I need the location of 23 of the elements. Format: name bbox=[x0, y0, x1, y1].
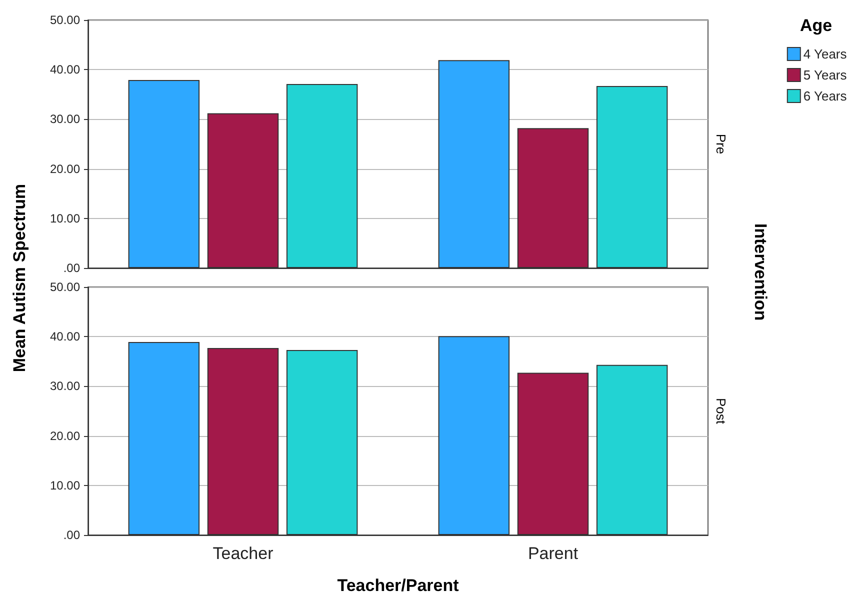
legend-label: 4 Years bbox=[803, 46, 848, 62]
text: Intervention bbox=[750, 223, 770, 321]
legend-label: 6 Years bbox=[803, 88, 848, 104]
y-tick-label: 20.00 bbox=[50, 162, 80, 176]
y-tick-label: .00 bbox=[63, 261, 80, 275]
x-tick-label: Teacher bbox=[212, 544, 274, 563]
y-tick-label: 50.00 bbox=[50, 280, 80, 294]
x-axis-title: Teacher/Parent bbox=[337, 576, 460, 595]
y-axis-title: Mean Autism Spectrum bbox=[10, 184, 30, 372]
text: Pre bbox=[714, 134, 728, 154]
y-tick-label: .00 bbox=[63, 528, 80, 542]
y-tick-label: 30.00 bbox=[50, 112, 80, 126]
text: Post bbox=[714, 398, 728, 424]
y-tick-label: 30.00 bbox=[50, 379, 80, 394]
y-tick-label: 10.00 bbox=[50, 211, 80, 226]
legend-title: Age bbox=[800, 16, 832, 36]
y-tick-label: 20.00 bbox=[50, 428, 80, 443]
x-tick-label: Parent bbox=[528, 544, 578, 563]
y-tick-label: 40.00 bbox=[50, 62, 80, 77]
y-tick-label: 40.00 bbox=[50, 330, 80, 344]
y-tick-label: 10.00 bbox=[50, 478, 80, 492]
legend-label: 5 Years bbox=[803, 68, 848, 82]
y-tick-label: 50.00 bbox=[50, 13, 80, 27]
